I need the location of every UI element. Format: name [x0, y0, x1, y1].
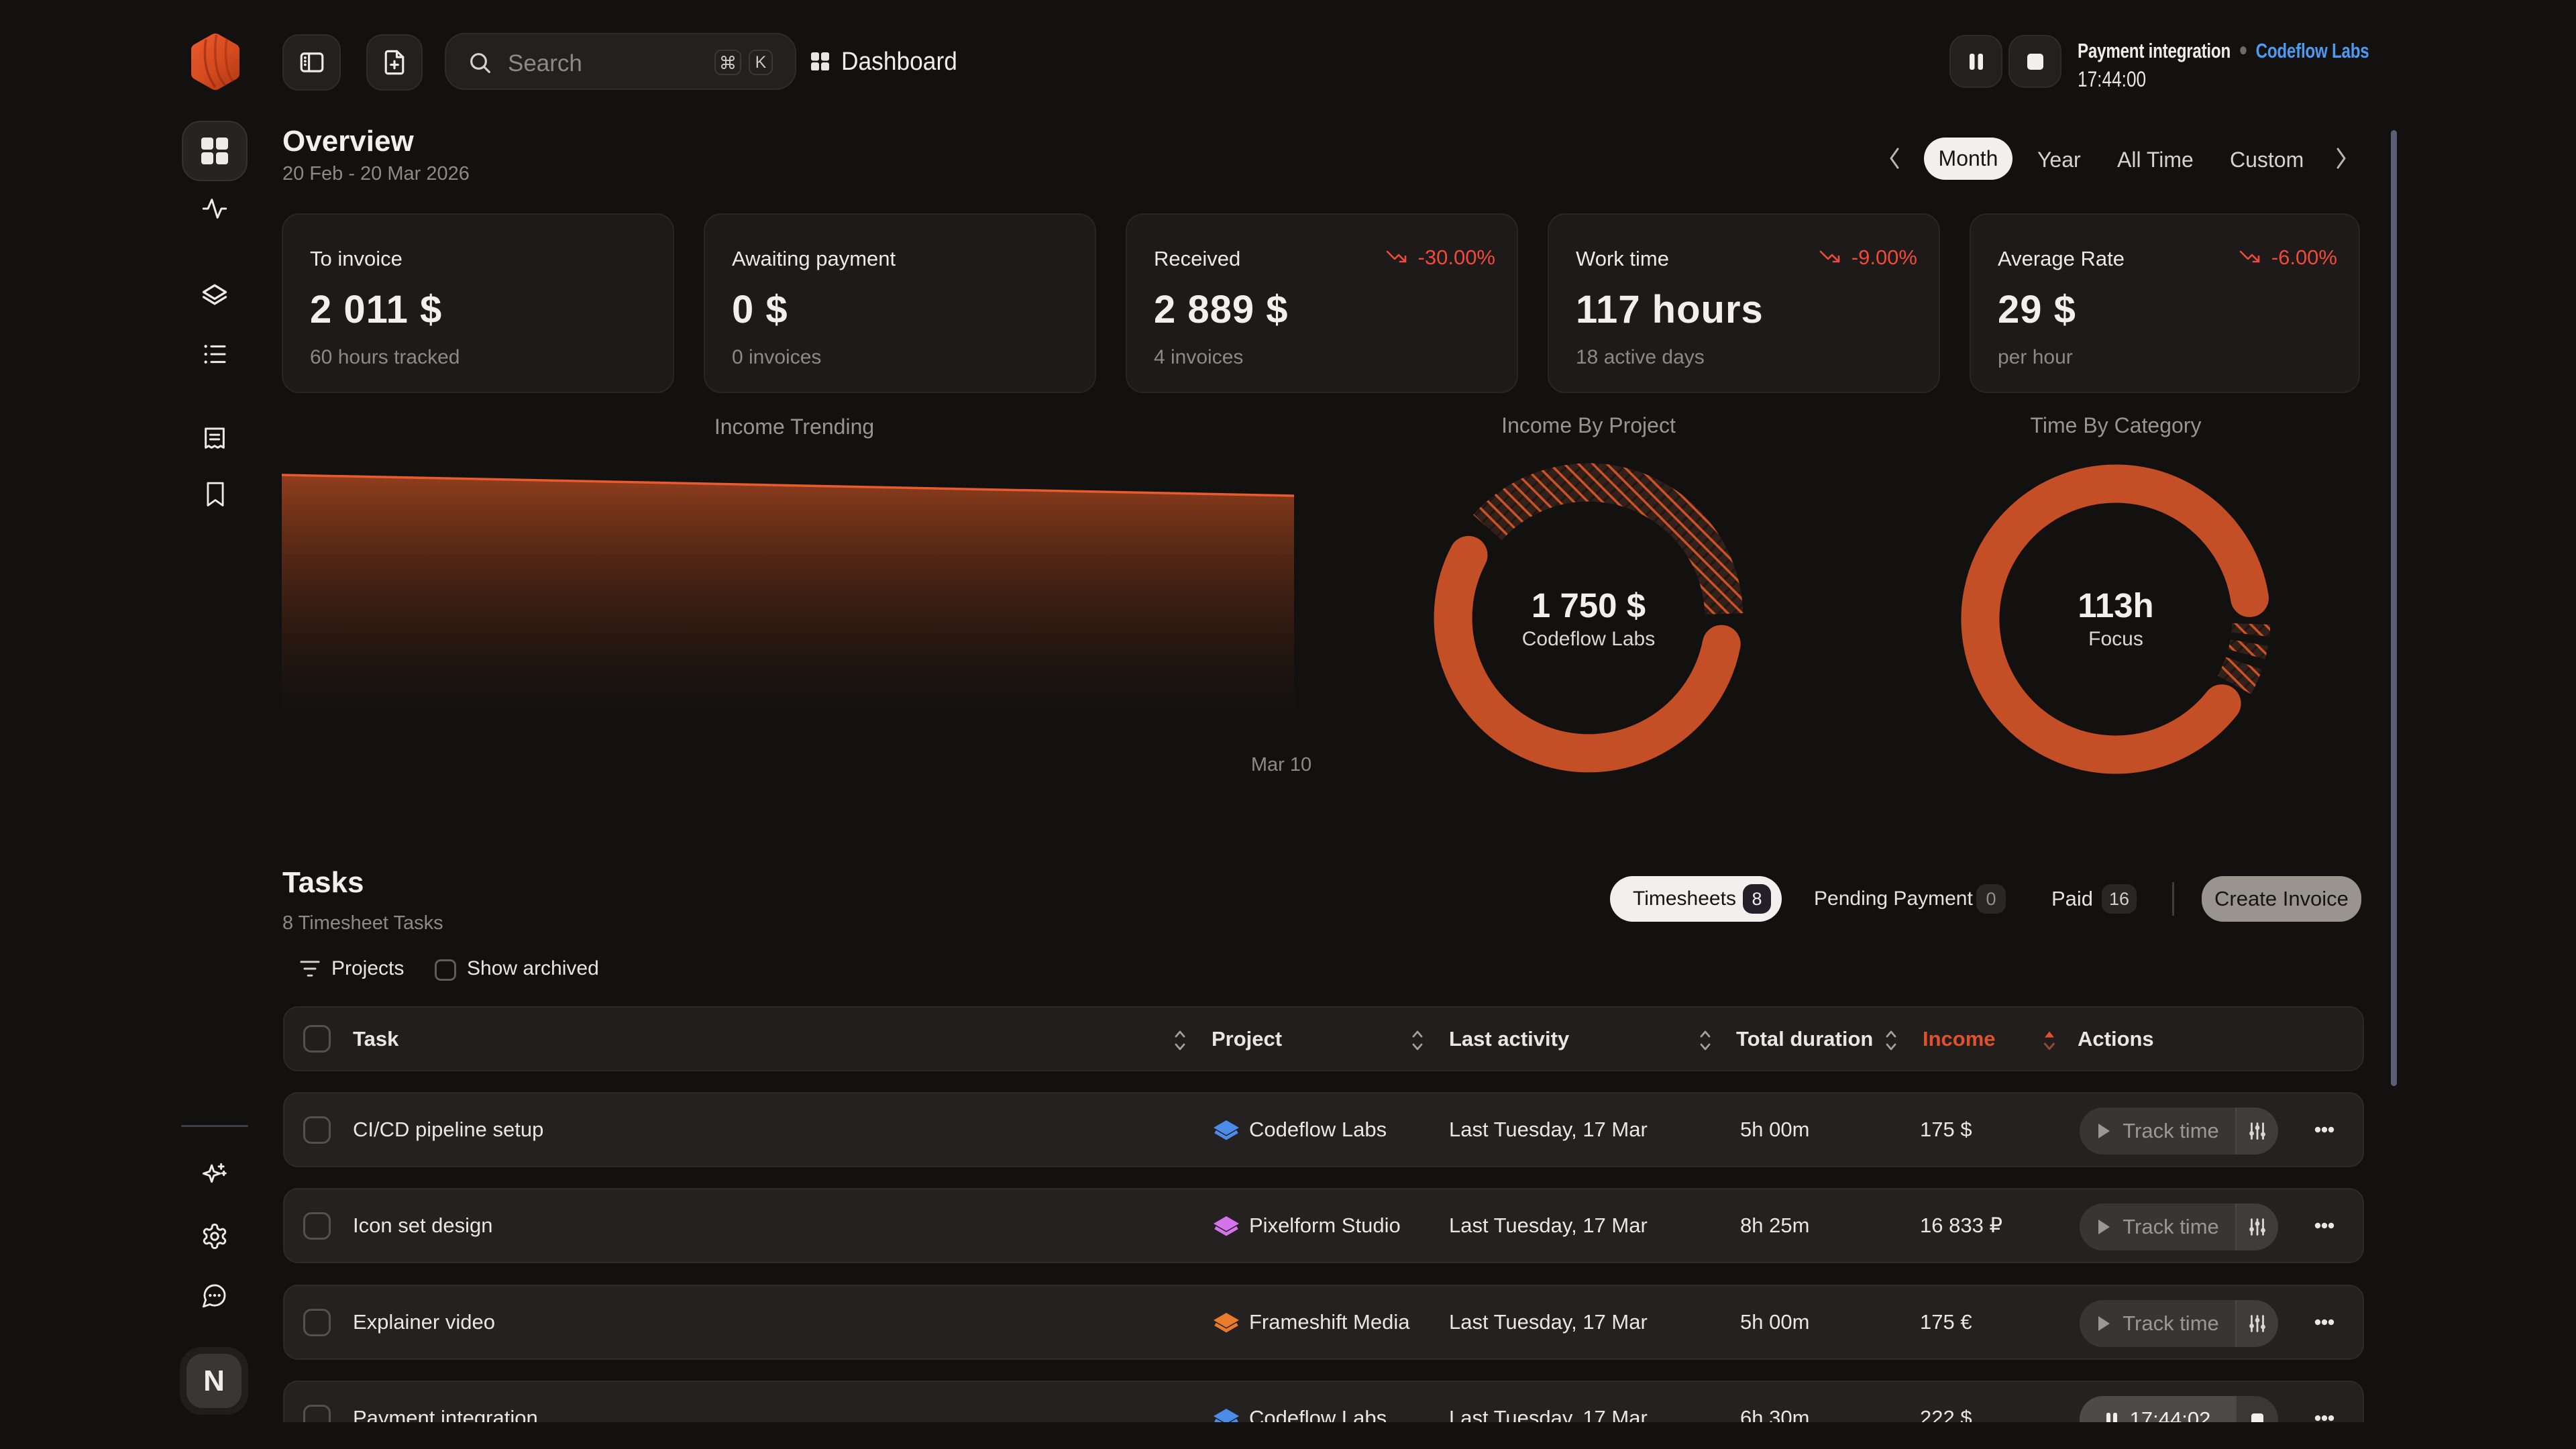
svg-text:1 750 $: 1 750 $ — [1532, 586, 1646, 625]
svg-text:Codeflow Labs: Codeflow Labs — [1522, 628, 1655, 650]
svg-text:Focus: Focus — [2088, 628, 2143, 650]
svg-text:113h: 113h — [2078, 586, 2153, 625]
